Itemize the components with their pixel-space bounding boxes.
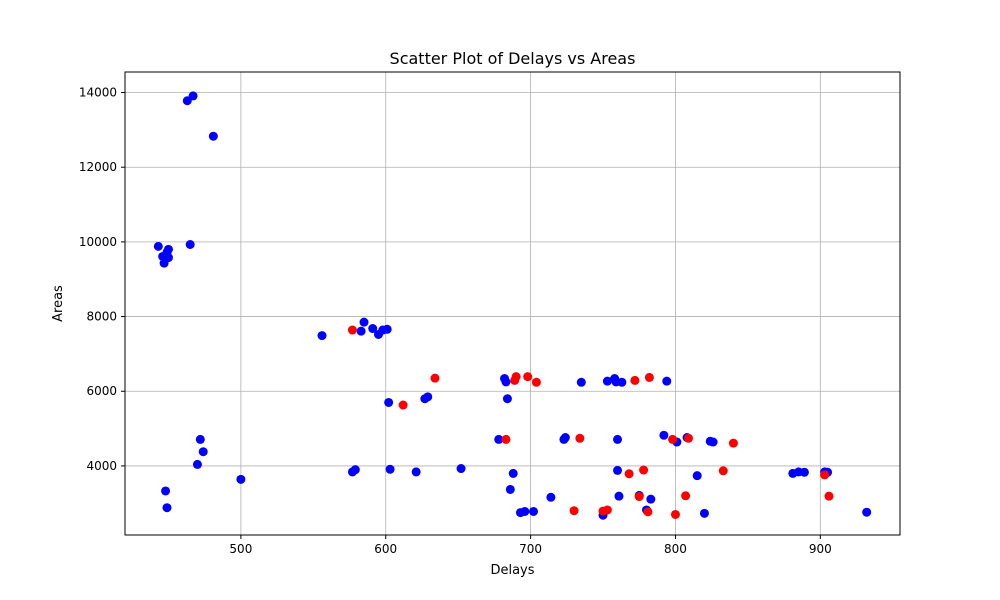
y-axis-label: Areas xyxy=(51,285,66,322)
blue-data-point xyxy=(317,331,327,341)
x-tick-label: 800 xyxy=(664,542,687,556)
red-data-point xyxy=(523,372,533,382)
red-data-point xyxy=(430,373,440,383)
y-tick-label: 8000 xyxy=(86,310,117,324)
red-data-point xyxy=(681,491,691,501)
blue-data-point xyxy=(662,376,672,386)
y-tick-label: 6000 xyxy=(86,384,117,398)
red-data-point xyxy=(569,506,579,516)
blue-data-point xyxy=(385,464,395,474)
y-tick-label: 14000 xyxy=(79,86,117,100)
red-data-point xyxy=(684,433,694,443)
x-tick-label: 700 xyxy=(519,542,542,556)
blue-data-point xyxy=(659,430,669,440)
blue-data-point xyxy=(161,486,171,496)
red-data-point xyxy=(511,372,521,382)
blue-data-point xyxy=(614,491,624,501)
blue-data-point xyxy=(617,377,627,387)
blue-data-point xyxy=(501,377,511,387)
red-data-point xyxy=(630,375,640,385)
blue-data-point xyxy=(350,465,360,475)
red-data-point xyxy=(398,400,408,410)
red-data-point xyxy=(602,505,612,515)
grid-lines xyxy=(125,72,900,535)
blue-data-point xyxy=(359,317,369,327)
blue-data-point xyxy=(423,392,433,402)
blue-data-point xyxy=(185,240,195,250)
blue-data-point xyxy=(862,507,872,517)
red-data-point xyxy=(728,438,738,448)
blue-data-point xyxy=(646,494,656,504)
red-data-point xyxy=(820,470,830,480)
blue-data-point xyxy=(529,506,539,516)
chart-title: Scatter Plot of Delays vs Areas xyxy=(390,49,636,68)
blue-data-point xyxy=(613,465,623,475)
red-data-point xyxy=(824,491,834,501)
blue-data-point xyxy=(505,484,515,494)
blue-data-point xyxy=(546,492,556,502)
data-points xyxy=(153,91,872,520)
red-data-point xyxy=(644,372,654,382)
y-tick-label: 12000 xyxy=(79,160,117,174)
blue-data-point xyxy=(411,467,421,477)
red-data-point xyxy=(624,469,634,479)
x-tick-label: 500 xyxy=(229,542,252,556)
red-data-point xyxy=(643,507,653,517)
blue-data-point xyxy=(368,324,378,334)
red-data-point xyxy=(668,434,678,444)
red-data-point xyxy=(575,433,585,443)
red-data-point xyxy=(531,377,541,387)
blue-data-point xyxy=(692,471,702,481)
blue-data-point xyxy=(163,253,173,263)
blue-data-point xyxy=(384,397,394,407)
blue-data-point xyxy=(494,434,504,444)
plot-frame xyxy=(124,71,901,536)
blue-data-point xyxy=(198,447,208,457)
blue-data-point xyxy=(188,91,198,101)
red-data-point xyxy=(639,465,649,475)
x-axis-label: Delays xyxy=(490,563,534,578)
red-data-point xyxy=(347,325,357,335)
blue-data-point xyxy=(192,459,202,469)
blue-data-point xyxy=(153,241,163,251)
red-data-point xyxy=(670,509,680,519)
y-tick-label: 4000 xyxy=(86,459,117,473)
red-data-point xyxy=(718,466,728,476)
blue-data-point xyxy=(508,468,518,478)
blue-data-point xyxy=(613,434,623,444)
blue-data-point xyxy=(560,433,570,443)
blue-data-point xyxy=(456,464,466,474)
blue-data-point xyxy=(799,467,809,477)
blue-data-point xyxy=(236,474,246,484)
blue-data-point xyxy=(502,394,512,404)
blue-data-point xyxy=(195,434,205,444)
blue-data-point xyxy=(162,503,172,513)
x-tick-label: 600 xyxy=(374,542,397,556)
blue-data-point xyxy=(163,244,173,254)
y-tick-label: 10000 xyxy=(79,235,117,249)
blue-data-point xyxy=(576,377,586,387)
blue-data-point xyxy=(520,506,530,516)
axis-ticks: 500 600 700 800 900 4000 6000 8000 10000 12000 140… xyxy=(79,86,832,556)
blue-data-point xyxy=(382,324,392,334)
blue-data-point xyxy=(356,326,366,336)
blue-data-point xyxy=(699,508,709,518)
blue-data-point xyxy=(208,131,218,141)
red-data-point xyxy=(501,434,511,444)
blue-data-point xyxy=(602,376,612,386)
blue-data-point xyxy=(708,437,718,447)
red-data-point xyxy=(634,492,644,502)
x-tick-label: 900 xyxy=(809,542,832,556)
